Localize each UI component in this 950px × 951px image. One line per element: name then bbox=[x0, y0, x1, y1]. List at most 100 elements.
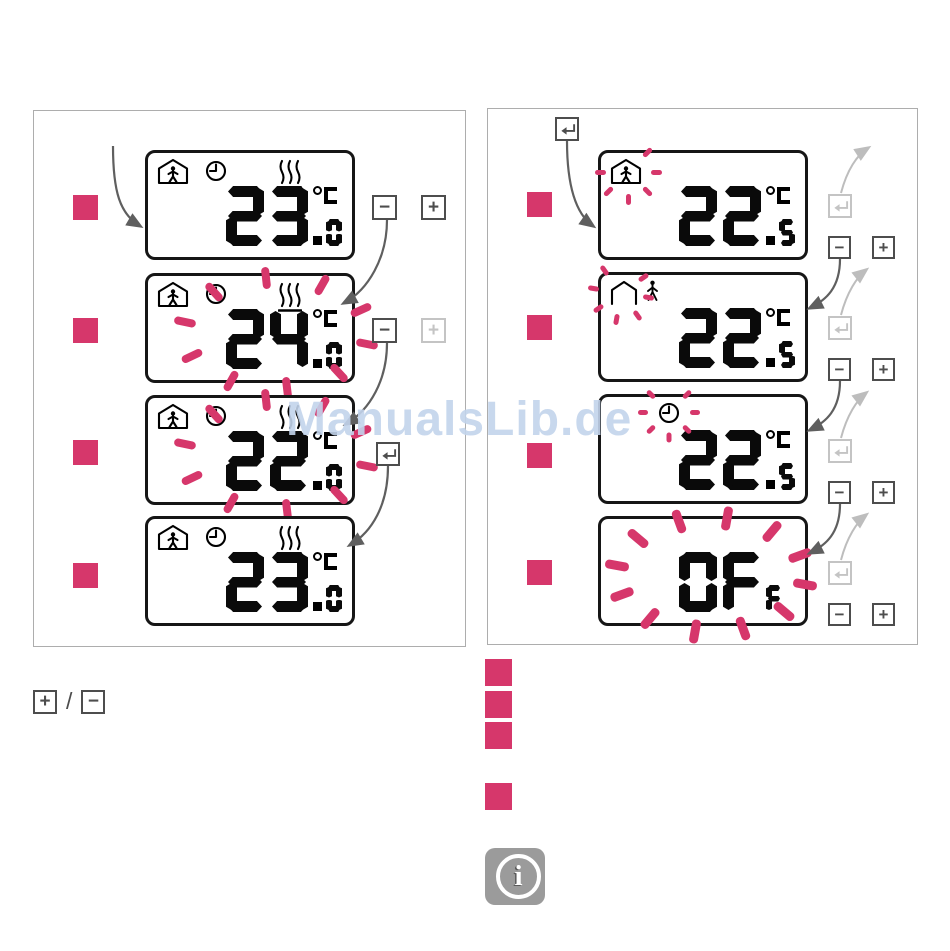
minus-button[interactable]: − bbox=[828, 236, 851, 259]
lcd-value-int bbox=[679, 430, 761, 490]
lcd-icons bbox=[156, 524, 302, 555]
celsius-c-glyph bbox=[324, 310, 337, 327]
plus-button[interactable]: + bbox=[33, 689, 57, 714]
lcd-value-int bbox=[679, 308, 761, 368]
clock-icon bbox=[205, 160, 227, 182]
lcd-value-frac bbox=[779, 219, 795, 246]
celsius-c-glyph bbox=[324, 553, 337, 570]
lcd-value-frac bbox=[766, 585, 782, 612]
plus-button[interactable]: + bbox=[872, 236, 895, 259]
enter-button-disabled[interactable] bbox=[828, 561, 852, 585]
celsius-unit bbox=[766, 430, 790, 450]
lcd-display bbox=[145, 388, 379, 522]
info-circle: i bbox=[496, 854, 541, 899]
lcd-value-int bbox=[679, 552, 761, 612]
enter-button-disabled[interactable] bbox=[828, 439, 852, 463]
minus-button[interactable]: − bbox=[372, 195, 397, 220]
celsius-c-glyph bbox=[777, 431, 790, 448]
lcd-value-frac bbox=[779, 463, 795, 490]
info-icon[interactable]: i bbox=[485, 848, 545, 905]
plus-button-disabled[interactable]: + bbox=[421, 318, 446, 343]
step-bullet bbox=[485, 722, 512, 749]
step-bullet bbox=[73, 195, 98, 220]
occupied-house-icon bbox=[157, 524, 189, 551]
enter-button-disabled[interactable] bbox=[828, 316, 852, 340]
step-bullet bbox=[73, 440, 98, 465]
decimal-dot bbox=[313, 481, 322, 490]
decimal-dot bbox=[313, 236, 322, 245]
minus-button[interactable]: − bbox=[828, 603, 851, 626]
celsius-c-glyph bbox=[777, 309, 790, 326]
degree-icon bbox=[766, 308, 775, 317]
lcd-icons bbox=[156, 281, 302, 312]
step-bullet bbox=[527, 315, 552, 340]
lcd-display bbox=[145, 266, 379, 400]
step-bullet bbox=[73, 318, 98, 343]
celsius-c-glyph bbox=[324, 432, 337, 449]
walking-person-icon bbox=[647, 280, 658, 301]
step-bullet bbox=[485, 783, 512, 810]
lcd-icons bbox=[609, 158, 643, 185]
return-arrow-icon bbox=[833, 201, 848, 212]
step-bullet bbox=[527, 560, 552, 585]
minus-button[interactable]: − bbox=[81, 689, 106, 714]
celsius-unit bbox=[313, 552, 337, 572]
plus-button[interactable]: + bbox=[872, 481, 895, 504]
celsius-unit bbox=[313, 431, 337, 451]
lcd-value bbox=[226, 552, 343, 612]
occupied-house-icon bbox=[610, 158, 642, 185]
occupied-house-icon bbox=[157, 281, 189, 308]
lcd-value-frac bbox=[326, 219, 342, 246]
return-arrow-icon bbox=[833, 323, 848, 334]
lcd-value-int bbox=[226, 186, 308, 246]
plus-button[interactable]: + bbox=[421, 195, 446, 220]
minus-button[interactable]: − bbox=[828, 481, 851, 504]
lcd-icons bbox=[156, 403, 302, 434]
lcd-value bbox=[679, 552, 796, 612]
step-bullet bbox=[485, 691, 512, 718]
step-bullet bbox=[527, 192, 552, 217]
lcd-value bbox=[679, 186, 796, 246]
lcd-value bbox=[226, 186, 343, 246]
step-bullet bbox=[485, 659, 512, 686]
lcd-display bbox=[598, 506, 818, 644]
clock-icon bbox=[658, 402, 680, 424]
degree-icon bbox=[313, 309, 322, 318]
occupied-house-icon bbox=[157, 158, 189, 185]
lcd-value bbox=[679, 308, 796, 368]
clock-icon bbox=[205, 283, 227, 305]
decimal-dot bbox=[313, 602, 322, 611]
lcd-value-int bbox=[679, 186, 761, 246]
lcd-value-int bbox=[226, 552, 308, 612]
enter-button[interactable] bbox=[555, 117, 579, 141]
heating-icon bbox=[278, 404, 302, 434]
minus-button[interactable]: − bbox=[828, 358, 851, 381]
return-arrow-icon bbox=[560, 124, 575, 135]
return-arrow-icon bbox=[381, 449, 396, 460]
heating-icon bbox=[278, 282, 302, 312]
degree-icon bbox=[313, 431, 322, 440]
lcd-value bbox=[226, 431, 343, 491]
lcd-value-frac bbox=[326, 464, 342, 491]
enter-button-disabled[interactable] bbox=[828, 194, 852, 218]
lcd-value-int bbox=[226, 431, 308, 491]
minus-button[interactable]: − bbox=[372, 318, 397, 343]
lcd-icons bbox=[609, 280, 659, 306]
return-arrow-icon bbox=[833, 568, 848, 579]
clock-icon bbox=[205, 405, 227, 427]
decimal-dot bbox=[766, 480, 775, 489]
plus-button[interactable]: + bbox=[872, 358, 895, 381]
celsius-unit bbox=[766, 186, 790, 206]
step-bullet bbox=[527, 443, 552, 468]
celsius-unit bbox=[313, 309, 337, 329]
lcd-display bbox=[594, 147, 808, 260]
decimal-dot bbox=[766, 236, 775, 245]
decimal-dot bbox=[313, 359, 322, 368]
enter-button[interactable] bbox=[376, 442, 400, 466]
celsius-c-glyph bbox=[324, 187, 337, 204]
occupied-house-icon bbox=[157, 403, 189, 430]
heating-icon bbox=[278, 159, 302, 189]
plus-button[interactable]: + bbox=[872, 603, 895, 626]
lcd-value-frac bbox=[779, 341, 795, 368]
empty-house-icon bbox=[610, 280, 638, 306]
